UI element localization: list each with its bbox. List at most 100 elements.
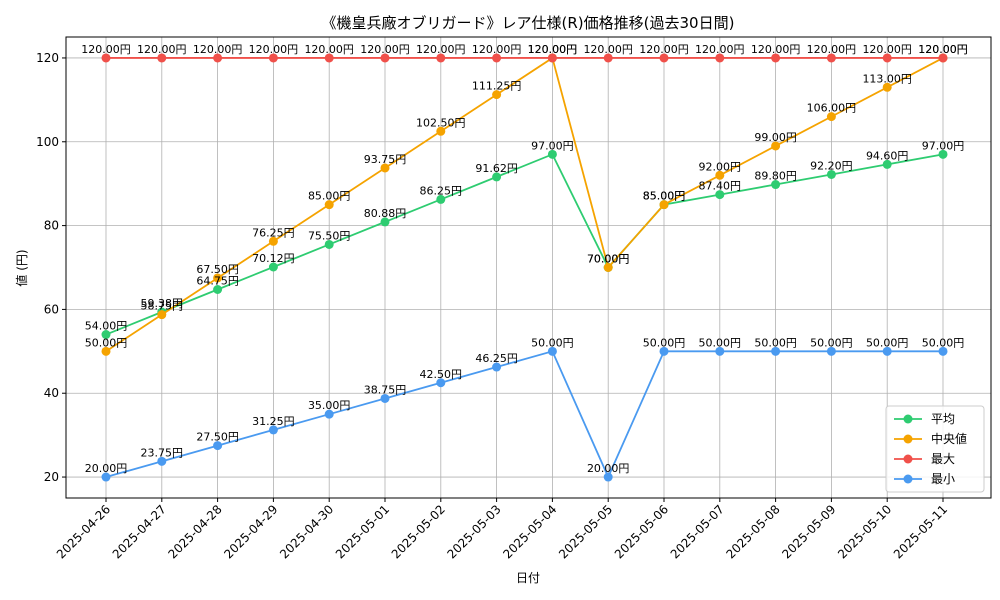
data-label: 113.00円 [862, 72, 912, 85]
data-label: 50.00円 [922, 336, 965, 349]
data-point [213, 53, 223, 63]
data-label: 70.00円 [587, 253, 630, 266]
data-label: 106.00円 [807, 102, 857, 115]
x-tick-label: 2025-05-11 [891, 502, 950, 561]
data-label: 50.00円 [810, 336, 853, 349]
data-label: 92.00円 [699, 160, 742, 173]
data-point [436, 53, 446, 63]
data-point [882, 346, 892, 356]
series-group [101, 53, 948, 482]
x-tick-label: 2025-05-03 [445, 502, 504, 561]
data-point [715, 190, 725, 200]
data-point [603, 472, 613, 482]
data-label: 93.75円 [364, 153, 407, 166]
data-label: 120.00円 [695, 43, 745, 56]
y-tick-label: 120 [36, 51, 59, 65]
data-label: 67.50円 [196, 263, 239, 276]
data-label: 27.50円 [196, 431, 239, 444]
data-label: 20.00円 [587, 462, 630, 475]
data-point [882, 159, 892, 169]
data-label: 120.00円 [137, 43, 187, 56]
data-point [436, 378, 446, 388]
data-label: 35.00円 [308, 399, 351, 412]
chart-title: 《機皇兵廠オブリガード》レア仕様(R)価格推移(過去30日間) [322, 14, 735, 32]
data-label: 120.00円 [416, 43, 466, 56]
data-point [882, 82, 892, 92]
data-point [436, 126, 446, 136]
data-point [324, 409, 334, 419]
data-point [492, 362, 502, 372]
data-point [268, 262, 278, 272]
data-label: 120.00円 [583, 43, 633, 56]
data-point [882, 53, 892, 63]
x-tick-label: 2025-04-26 [54, 502, 113, 561]
data-point [715, 346, 725, 356]
data-point [157, 456, 167, 466]
data-point [324, 239, 334, 249]
data-point [213, 273, 223, 283]
data-label: 120.00円 [193, 43, 243, 56]
data-point [324, 200, 334, 210]
data-label: 85.00円 [643, 190, 686, 203]
series-line-最小 [105, 350, 943, 480]
data-point [938, 53, 948, 63]
legend-marker [903, 414, 913, 424]
data-label: 120.00円 [807, 43, 857, 56]
x-axis: 2025-04-262025-04-272025-04-282025-04-29… [54, 498, 950, 561]
data-label: 59.38円 [141, 297, 184, 310]
x-tick-label: 2025-05-04 [500, 502, 559, 561]
data-point [101, 53, 111, 63]
data-label: 86.25円 [420, 184, 463, 197]
data-label: 87.40円 [699, 180, 742, 193]
data-label: 85.00円 [643, 190, 686, 203]
data-point [826, 112, 836, 122]
data-point [436, 194, 446, 204]
x-tick-label: 2025-05-10 [835, 502, 894, 561]
data-labels: 54.00円 59.38円 64.75円 70.12円 75.50円 80.88円 86.2… [81, 43, 968, 475]
data-label: 120.00円 [249, 43, 299, 56]
x-tick-label: 2025-04-30 [277, 502, 336, 561]
x-tick-label: 2025-04-29 [221, 502, 280, 561]
data-point [547, 53, 557, 63]
data-label: 58.75円 [141, 300, 184, 313]
y-axis-label: 値 (円) [14, 249, 29, 286]
data-point [101, 346, 111, 356]
legend-marker [903, 434, 913, 444]
data-point [213, 285, 223, 295]
data-point [157, 310, 167, 320]
data-label: 70.12円 [252, 252, 295, 265]
data-point [603, 53, 613, 63]
data-point [771, 180, 781, 190]
data-point [938, 346, 948, 356]
data-point [380, 217, 390, 227]
y-axis: 20 40 60 80 100 120 [36, 51, 66, 484]
data-point [938, 149, 948, 159]
legend-marker [903, 454, 913, 464]
data-label: 92.20円 [810, 159, 853, 172]
plot-frame [65, 36, 992, 499]
x-tick-label: 2025-05-06 [612, 502, 671, 561]
data-label: 99.00円 [754, 131, 797, 144]
data-point [268, 53, 278, 63]
legend-label: 中央値 [931, 431, 967, 446]
data-label: 120.00円 [528, 43, 578, 56]
data-label: 97.00円 [531, 139, 574, 152]
data-label: 80.88円 [364, 207, 407, 220]
data-label: 50.00円 [531, 336, 574, 349]
y-tick-label: 80 [44, 219, 59, 233]
data-label: 23.75円 [141, 446, 184, 459]
data-label: 120.00円 [472, 43, 522, 56]
data-point [826, 169, 836, 179]
data-point [826, 53, 836, 63]
x-tick-label: 2025-04-28 [166, 502, 225, 561]
data-label: 120.00円 [360, 43, 410, 56]
data-point [659, 200, 669, 210]
data-label: 85.00円 [308, 190, 351, 203]
data-point [547, 149, 557, 159]
data-label: 97.00円 [922, 139, 965, 152]
legend-box [885, 405, 985, 493]
data-label: 120.00円 [528, 43, 578, 56]
x-tick-label: 2025-05-01 [333, 502, 392, 561]
data-point [324, 53, 334, 63]
data-label: 38.75円 [364, 383, 407, 396]
